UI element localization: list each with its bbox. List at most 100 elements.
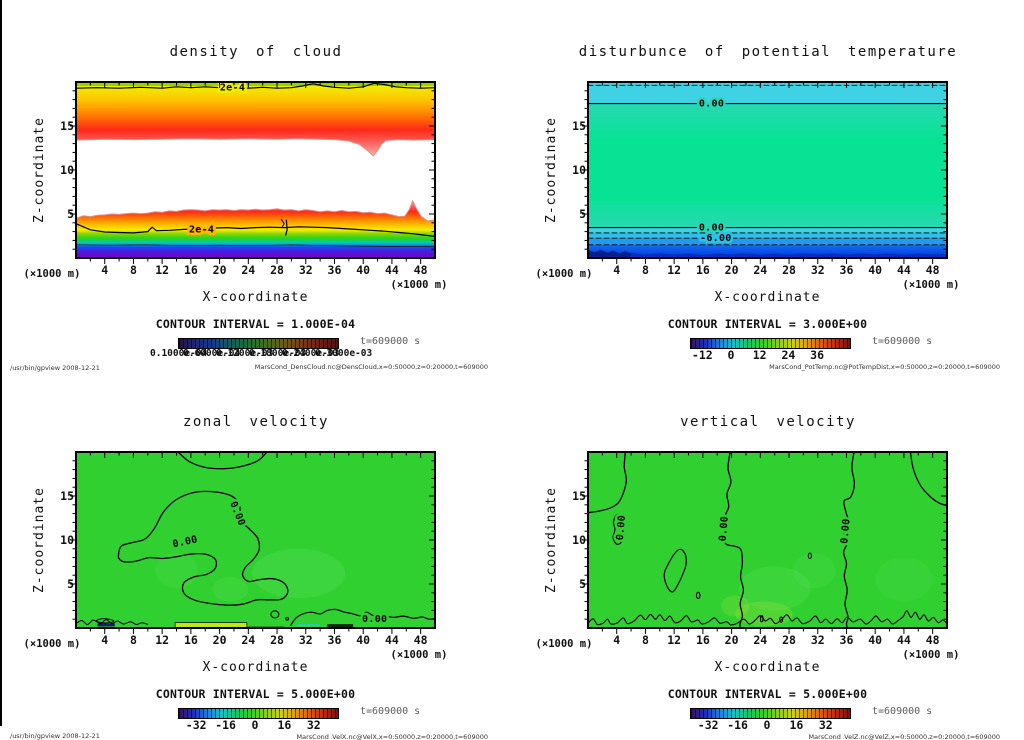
contour-interval-label: CONTOUR INTERVAL = 3.000E+00 [667, 317, 868, 331]
plot-content: 2e-4 2e-4 [76, 82, 435, 258]
time-label: t=609000 s [872, 336, 933, 347]
x-unit-right: (×1000 m) [902, 279, 960, 291]
colorbar-tick: -12 [691, 348, 713, 362]
colorbar-tick: 36 [810, 348, 825, 362]
x-tick-label: 20 [212, 263, 227, 277]
colorbar-tick: -16 [727, 718, 748, 732]
x-tick-label: 16 [183, 633, 198, 647]
x-tick-label: 4 [613, 633, 621, 647]
x-tick-label: 24 [241, 263, 256, 277]
y-tick-label: 15 [60, 119, 74, 133]
contour-label: 0.00 [699, 99, 724, 110]
colorbar-overlap-label: 0.1800e-03 [249, 348, 307, 359]
y-tick-label: 10 [60, 533, 74, 547]
x-tick-label: 24 [753, 263, 768, 277]
window-left-border [0, 0, 2, 726]
x-tick-label: 8 [129, 263, 137, 277]
x-tick-label: 20 [724, 263, 739, 277]
x-axis-label: X-coordinate [202, 660, 309, 675]
x-tick-label: 12 [155, 263, 170, 277]
x-tick-label: 36 [327, 263, 342, 277]
colorbar-tick: 24 [781, 348, 796, 362]
footer-source: MarsCond_VelZ.nc@VelZ,x=0:50000,z=0:2000… [808, 733, 1000, 740]
colorbar-tick: -32 [185, 718, 207, 732]
x-tick-label: 20 [212, 633, 227, 647]
x-tick-label: 48 [925, 263, 940, 277]
x-tick-label: 40 [868, 263, 883, 277]
x-tick-label: 32 [298, 633, 313, 647]
x-tick-label: 28 [782, 633, 796, 647]
x-tick-label: 8 [129, 633, 137, 647]
panel-title: density of cloud [169, 44, 343, 60]
colorbar-tick: 32 [818, 718, 833, 732]
x-tick-label: 44 [384, 263, 399, 277]
x-axis-label: X-coordinate [202, 290, 309, 305]
contour-label: -6.00 [700, 233, 732, 244]
contour-label: 0.00 [699, 223, 724, 234]
colorbar [178, 338, 339, 349]
y-tick-label: 15 [572, 489, 586, 503]
time-label: t=609000 s [360, 706, 421, 717]
x-tick-label: 32 [298, 263, 313, 277]
x-tick-label: 44 [384, 633, 399, 647]
x-axis-label: X-coordinate [714, 290, 821, 305]
contour-label: 0.00 [362, 614, 387, 625]
x-unit-left: (×1000 m) [535, 268, 593, 280]
x-tick-label: 28 [270, 263, 284, 277]
contour-label: 2e-4 [189, 224, 214, 235]
colorbar-overlap-label: 0.1200e-03 [216, 348, 274, 359]
contour-plot: 0.000.00-6.00 [582, 81, 948, 264]
footer-source: MarsCond_PotTemp.nc@PotTempDist,x=0:5000… [769, 363, 1000, 371]
x-tick-label: 48 [413, 263, 428, 277]
colorbar-stripes [179, 709, 338, 718]
colorbar-tick: -16 [215, 718, 236, 732]
x-tick-label: 32 [810, 263, 825, 277]
x-tick-label: 28 [782, 263, 796, 277]
contour-label: 0.00 [718, 516, 731, 542]
y-tick-label: 10 [572, 163, 586, 177]
x-tick-label: 12 [155, 633, 170, 647]
x-unit-right: (×1000 m) [390, 649, 448, 661]
x-tick-label: 32 [810, 633, 825, 647]
y-tick-label: 15 [60, 489, 74, 503]
panel-density-of-cloud: density of cloud Z-coordinate X-coordinate… [0, 0, 512, 371]
colorbar-tick: 16 [277, 718, 292, 732]
x-tick-label: 4 [101, 263, 109, 277]
y-tick-label: 15 [572, 119, 586, 133]
x-tick-label: 44 [896, 633, 911, 647]
y-tick-label: 10 [572, 533, 586, 547]
colorbar-tick: 32 [306, 718, 321, 732]
contour-label: 2e-4 [220, 82, 245, 93]
x-unit-left: (×1000 m) [23, 638, 81, 650]
x-unit-left: (×1000 m) [23, 268, 81, 280]
x-tick-label: 24 [753, 633, 768, 647]
footer-command-bottom: /usr/bin/gpview 2008-12-21 [10, 732, 100, 740]
x-tick-label: 24 [241, 633, 256, 647]
x-tick-label: 36 [327, 633, 342, 647]
x-tick-label: 36 [839, 263, 854, 277]
colorbar [178, 708, 339, 719]
x-tick-label: 8 [641, 633, 649, 647]
time-label: t=609000 s [360, 336, 421, 347]
colorbar-tick: 0 [727, 348, 735, 362]
plot-content: 0.00 0.00 0.00 [588, 452, 947, 628]
x-tick-label: 16 [183, 263, 198, 277]
colorbar-overlap-label: 0.1000e-04 [150, 348, 208, 359]
contour-interval-label: CONTOUR INTERVAL = 5.000E+00 [667, 687, 868, 701]
contour-label: 0.00 [615, 515, 628, 541]
colorbar [690, 338, 851, 349]
x-tick-label: 48 [925, 633, 940, 647]
colorbar-tick: -32 [697, 718, 719, 732]
colorbar-overlap-label: 0.2400e-03 [282, 348, 340, 359]
plot-content: 0.000.00-6.00 [588, 82, 947, 258]
contour-plot: 0.000.000.00 [70, 451, 436, 634]
panel-zonal-velocity: zonal velocity Z-coordinate X-coordinate 5 1… [0, 370, 512, 740]
x-tick-label: 28 [270, 633, 284, 647]
x-unit-right: (×1000 m) [390, 279, 448, 291]
colorbar [690, 708, 851, 719]
x-tick-label: 4 [613, 263, 621, 277]
x-tick-label: 40 [356, 633, 371, 647]
y-tick-label: 10 [60, 163, 74, 177]
colorbar-stripes [179, 339, 338, 348]
